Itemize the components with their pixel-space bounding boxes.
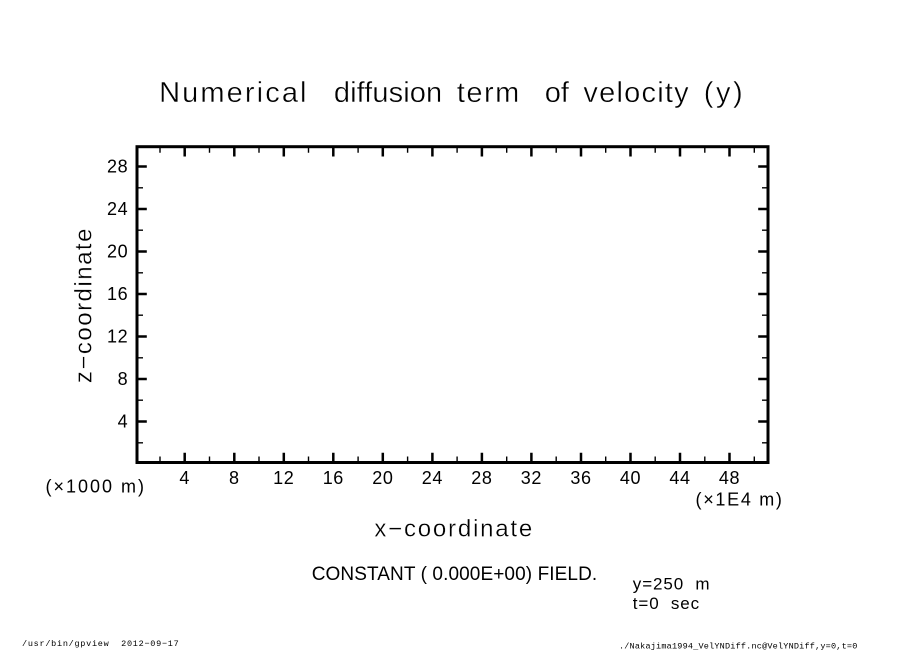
svg-text:CONSTANT ( 0.000E+00) FIELD.: CONSTANT ( 0.000E+00) FIELD. [312,564,598,585]
svg-text:./Nakajima1994_VelYNDiff.nc@Ve: ./Nakajima1994_VelYNDiff.nc@VelYNDiff,y=… [619,642,858,652]
svg-text:24: 24 [422,468,443,488]
svg-text:48: 48 [719,468,740,488]
svg-text:12: 12 [273,468,294,488]
svg-text:16: 16 [107,284,128,304]
svg-text:4: 4 [179,468,190,488]
svg-text:12: 12 [107,326,128,346]
svg-text:40: 40 [620,468,641,488]
svg-text:4: 4 [118,411,129,431]
svg-text:z−coordinate: z−coordinate [71,227,98,383]
svg-text:8: 8 [118,369,129,389]
svg-text:8: 8 [229,468,240,488]
svg-text:(×1000 m): (×1000 m) [46,477,147,497]
svg-text:(×1E4 m): (×1E4 m) [696,490,784,510]
svg-text:32: 32 [521,468,542,488]
svg-text:20: 20 [372,468,393,488]
svg-text:20: 20 [107,241,128,261]
svg-text:/usr/bin/gpview 2012−09−17: /usr/bin/gpview 2012−09−17 [22,639,179,649]
svg-text:y=250 m: y=250 m [633,575,711,594]
svg-text:44: 44 [669,468,690,488]
svg-text:x−coordinate: x−coordinate [374,516,534,543]
svg-text:24: 24 [107,199,128,219]
svg-text:28: 28 [107,156,128,176]
svg-text:16: 16 [323,468,344,488]
svg-text:36: 36 [570,468,591,488]
svg-text:t=0 sec: t=0 sec [633,594,700,613]
svg-text:28: 28 [471,468,492,488]
